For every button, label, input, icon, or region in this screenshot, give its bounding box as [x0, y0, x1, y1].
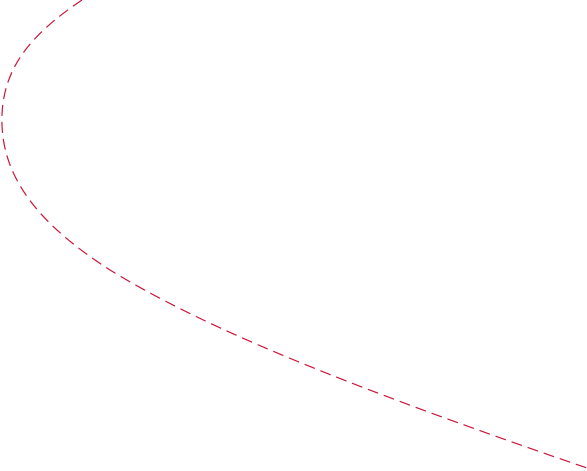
page: {}: [1, 0, 587, 469]
canvas: [1, 0, 587, 469]
dashed-curve: [1, 0, 587, 469]
